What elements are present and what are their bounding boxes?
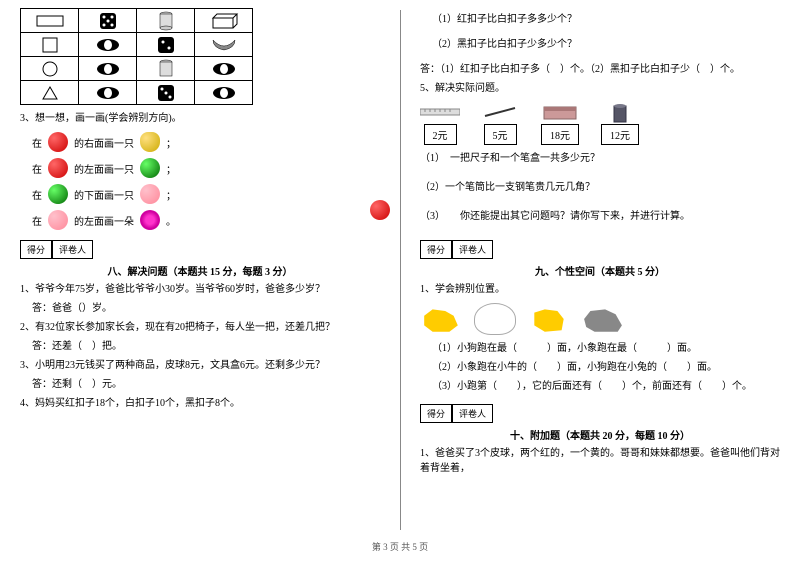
a8-1: 答：爸爸（）岁。 xyxy=(32,301,380,316)
pos-2: （2）小象跑在小牛的（ ）面，小狗跑在小兔的（ ）面。 xyxy=(432,360,780,375)
q3-label: 3、想一想，画一画(学会辨别方向)。 xyxy=(20,111,380,126)
text: 在 xyxy=(32,135,42,150)
draw-row: 在 的左面画一朵 。 xyxy=(32,210,380,230)
price-label: 2元 xyxy=(424,124,457,145)
flower-icon xyxy=(140,210,160,230)
score-label: 得分 xyxy=(420,240,452,259)
left-column: 3、想一想，画一画(学会辨别方向)。 在 的右面画一只 ； 在 的左面画一只 ；… xyxy=(0,0,400,540)
shape-table xyxy=(20,8,253,105)
melon-icon xyxy=(48,184,68,204)
a8-2: 答：还差（ ）把。 xyxy=(32,339,380,354)
price-label: 12元 xyxy=(601,124,639,145)
text: 在 xyxy=(32,187,42,202)
text: ； xyxy=(166,161,176,176)
stray-apple-icon xyxy=(370,200,390,220)
elephant-icon xyxy=(582,303,624,335)
score-box: 得分 评卷人 xyxy=(20,240,380,259)
text: ； xyxy=(166,135,176,150)
q9-1: 1、学会辨别位置。 xyxy=(420,282,780,297)
pear-icon xyxy=(140,132,160,152)
text: 的右面画一只 xyxy=(74,135,134,150)
price-item-cup: 12元 xyxy=(600,102,640,145)
q10-1: 1、爸爸买了3个皮球，两个红的，一个黄的。哥哥和妹妹都想要。爸爸叫他们背对着背坐… xyxy=(420,446,780,476)
section-10-title: 十、附加题（本题共 20 分，每题 10 分） xyxy=(420,427,780,442)
pos-1: （1）小狗跑在最（ ）面，小象跑在最（ ）面。 xyxy=(432,341,780,356)
page-footer: 第 3 页 共 5 页 xyxy=(0,540,800,553)
text: ； xyxy=(166,187,176,202)
price-item-pen: 5元 xyxy=(480,102,520,145)
draw-row: 在 的右面画一只 ； xyxy=(32,132,380,152)
cow-icon xyxy=(528,303,570,335)
q8-1: 1、爷爷今年75岁，爸爸比爷爷小30岁。当爷爷60岁时，爸爸多少岁？ xyxy=(20,282,380,297)
a8-3: 答：还剩（ ）元。 xyxy=(32,377,380,392)
peach-icon xyxy=(140,184,160,204)
score-label: 得分 xyxy=(20,240,52,259)
text: 。 xyxy=(166,213,176,228)
text: 的左面画一朵 xyxy=(74,213,134,228)
ans-4: 答：（1）红扣子比白扣子多（ ）个。（2）黑扣子比白扣子少（ ）个。 xyxy=(420,62,780,77)
q8-3: 3、小明用23元钱买了两种商品，皮球8元，文具盒6元。还剩多少元？ xyxy=(20,358,380,373)
grader-label: 评卷人 xyxy=(452,240,493,259)
peach-icon xyxy=(48,210,68,230)
p5-2: （2）一个笔筒比一支钢笔贵几元几角？ xyxy=(420,180,780,195)
price-label: 18元 xyxy=(541,124,579,145)
text: 在 xyxy=(32,213,42,228)
p5-1: （1） 一把尺子和一个笔盒一共多少元？ xyxy=(420,151,780,166)
pos-3: （3）小跑第（ ），它的后面还有（ ）个，前面还有（ ）个。 xyxy=(432,379,780,394)
section-9-title: 九、个性空间（本题共 5 分） xyxy=(420,263,780,278)
sub-q2: （2）黑扣子比白扣子少多少个？ xyxy=(432,37,780,52)
score-box: 得分 评卷人 xyxy=(420,240,780,259)
p5-3: （3） 你还能提出其它问题吗？请你写下来，并进行计算。 xyxy=(420,209,780,224)
price-row: 2元 5元 18元 12元 xyxy=(420,102,780,145)
animals-row xyxy=(420,303,780,335)
section-8-title: 八、解决问题（本题共 15 分，每题 3 分） xyxy=(20,263,380,278)
draw-row: 在 的下面画一只 ； xyxy=(32,184,380,204)
melon-icon xyxy=(140,158,160,178)
right-column: （1）红扣子比白扣子多多少个？ （2）黑扣子比白扣子少多少个？ 答：（1）红扣子… xyxy=(400,0,800,540)
grader-label: 评卷人 xyxy=(452,404,493,423)
draw-row: 在 的左面画一只 ； xyxy=(32,158,380,178)
text: 的下面画一只 xyxy=(74,187,134,202)
score-box: 得分 评卷人 xyxy=(420,404,780,423)
q5-label: 5、解决实际问题。 xyxy=(420,81,780,96)
q8-2: 2、有32位家长参加家长会，现在有20把椅子，每人坐一把，还差几把？ xyxy=(20,320,380,335)
text: 在 xyxy=(32,161,42,176)
price-label: 5元 xyxy=(484,124,517,145)
score-label: 得分 xyxy=(420,404,452,423)
price-item-case: 18元 xyxy=(540,102,580,145)
q8-4: 4、妈妈买红扣子18个，白扣子10个，黑扣子8个。 xyxy=(20,396,380,411)
apple-icon xyxy=(48,158,68,178)
sub-q1: （1）红扣子比白扣子多多少个？ xyxy=(432,12,780,27)
price-item-ruler: 2元 xyxy=(420,102,460,145)
dog-icon xyxy=(420,303,462,335)
apple-icon xyxy=(48,132,68,152)
rabbit-icon xyxy=(474,303,516,335)
grader-label: 评卷人 xyxy=(52,240,93,259)
text: 的左面画一只 xyxy=(74,161,134,176)
